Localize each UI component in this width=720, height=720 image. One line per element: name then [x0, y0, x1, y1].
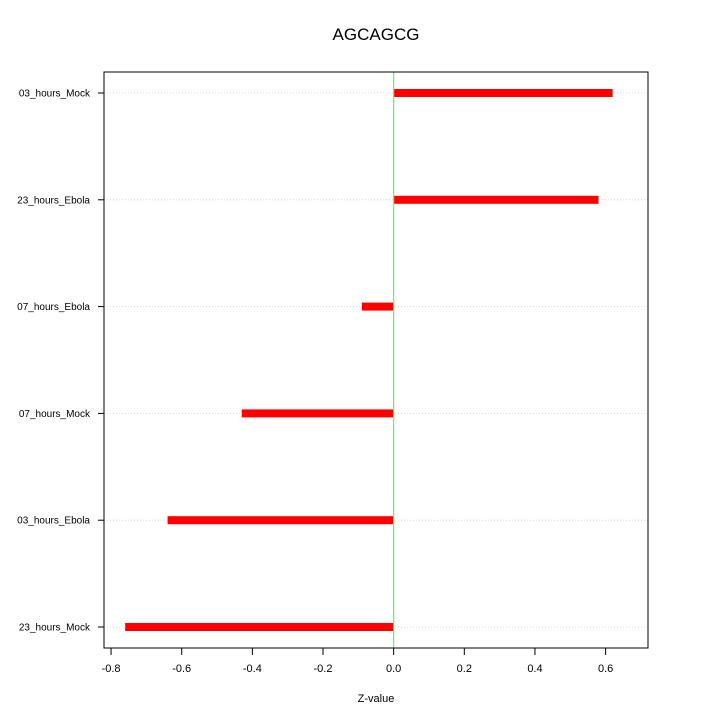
y-axis: 03_hours_Mock 23_hours_Ebola 07_hours_Ebol… [17, 89, 104, 634]
category-label: 07_hours_Mock [19, 409, 91, 420]
x-tick-label: 0.4 [527, 663, 542, 675]
category-label: 03_hours_Ebola [17, 516, 90, 527]
x-tick-label: -0.4 [243, 663, 262, 675]
category-label: 03_hours_Mock [19, 89, 91, 100]
chart-title: AGCAGCG [333, 25, 420, 44]
category-label: 23_hours_Mock [19, 623, 91, 634]
x-tick-label: -0.2 [314, 663, 333, 675]
plot-frame [103, 71, 649, 649]
bar [393, 195, 599, 204]
grid-lines [104, 92, 648, 628]
x-tick-label: 0.0 [386, 663, 401, 675]
bar [393, 89, 613, 97]
x-tick-label: -0.8 [102, 663, 121, 675]
x-tick-label: -0.6 [172, 663, 191, 675]
bars [125, 89, 613, 631]
category-label: 23_hours_Ebola [17, 195, 90, 206]
x-tick-label: 0.2 [457, 663, 472, 675]
x-axis: -0.8 -0.6 -0.4 -0.2 0.0 0.2 0.4 0.6 [102, 647, 613, 675]
x-axis-title: Z-value [358, 693, 395, 705]
bar [241, 409, 394, 418]
bar [167, 516, 394, 525]
bar [125, 623, 394, 631]
category-label: 07_hours_Ebola [17, 302, 90, 313]
bar [361, 302, 394, 311]
x-tick-label: 0.6 [598, 663, 613, 675]
